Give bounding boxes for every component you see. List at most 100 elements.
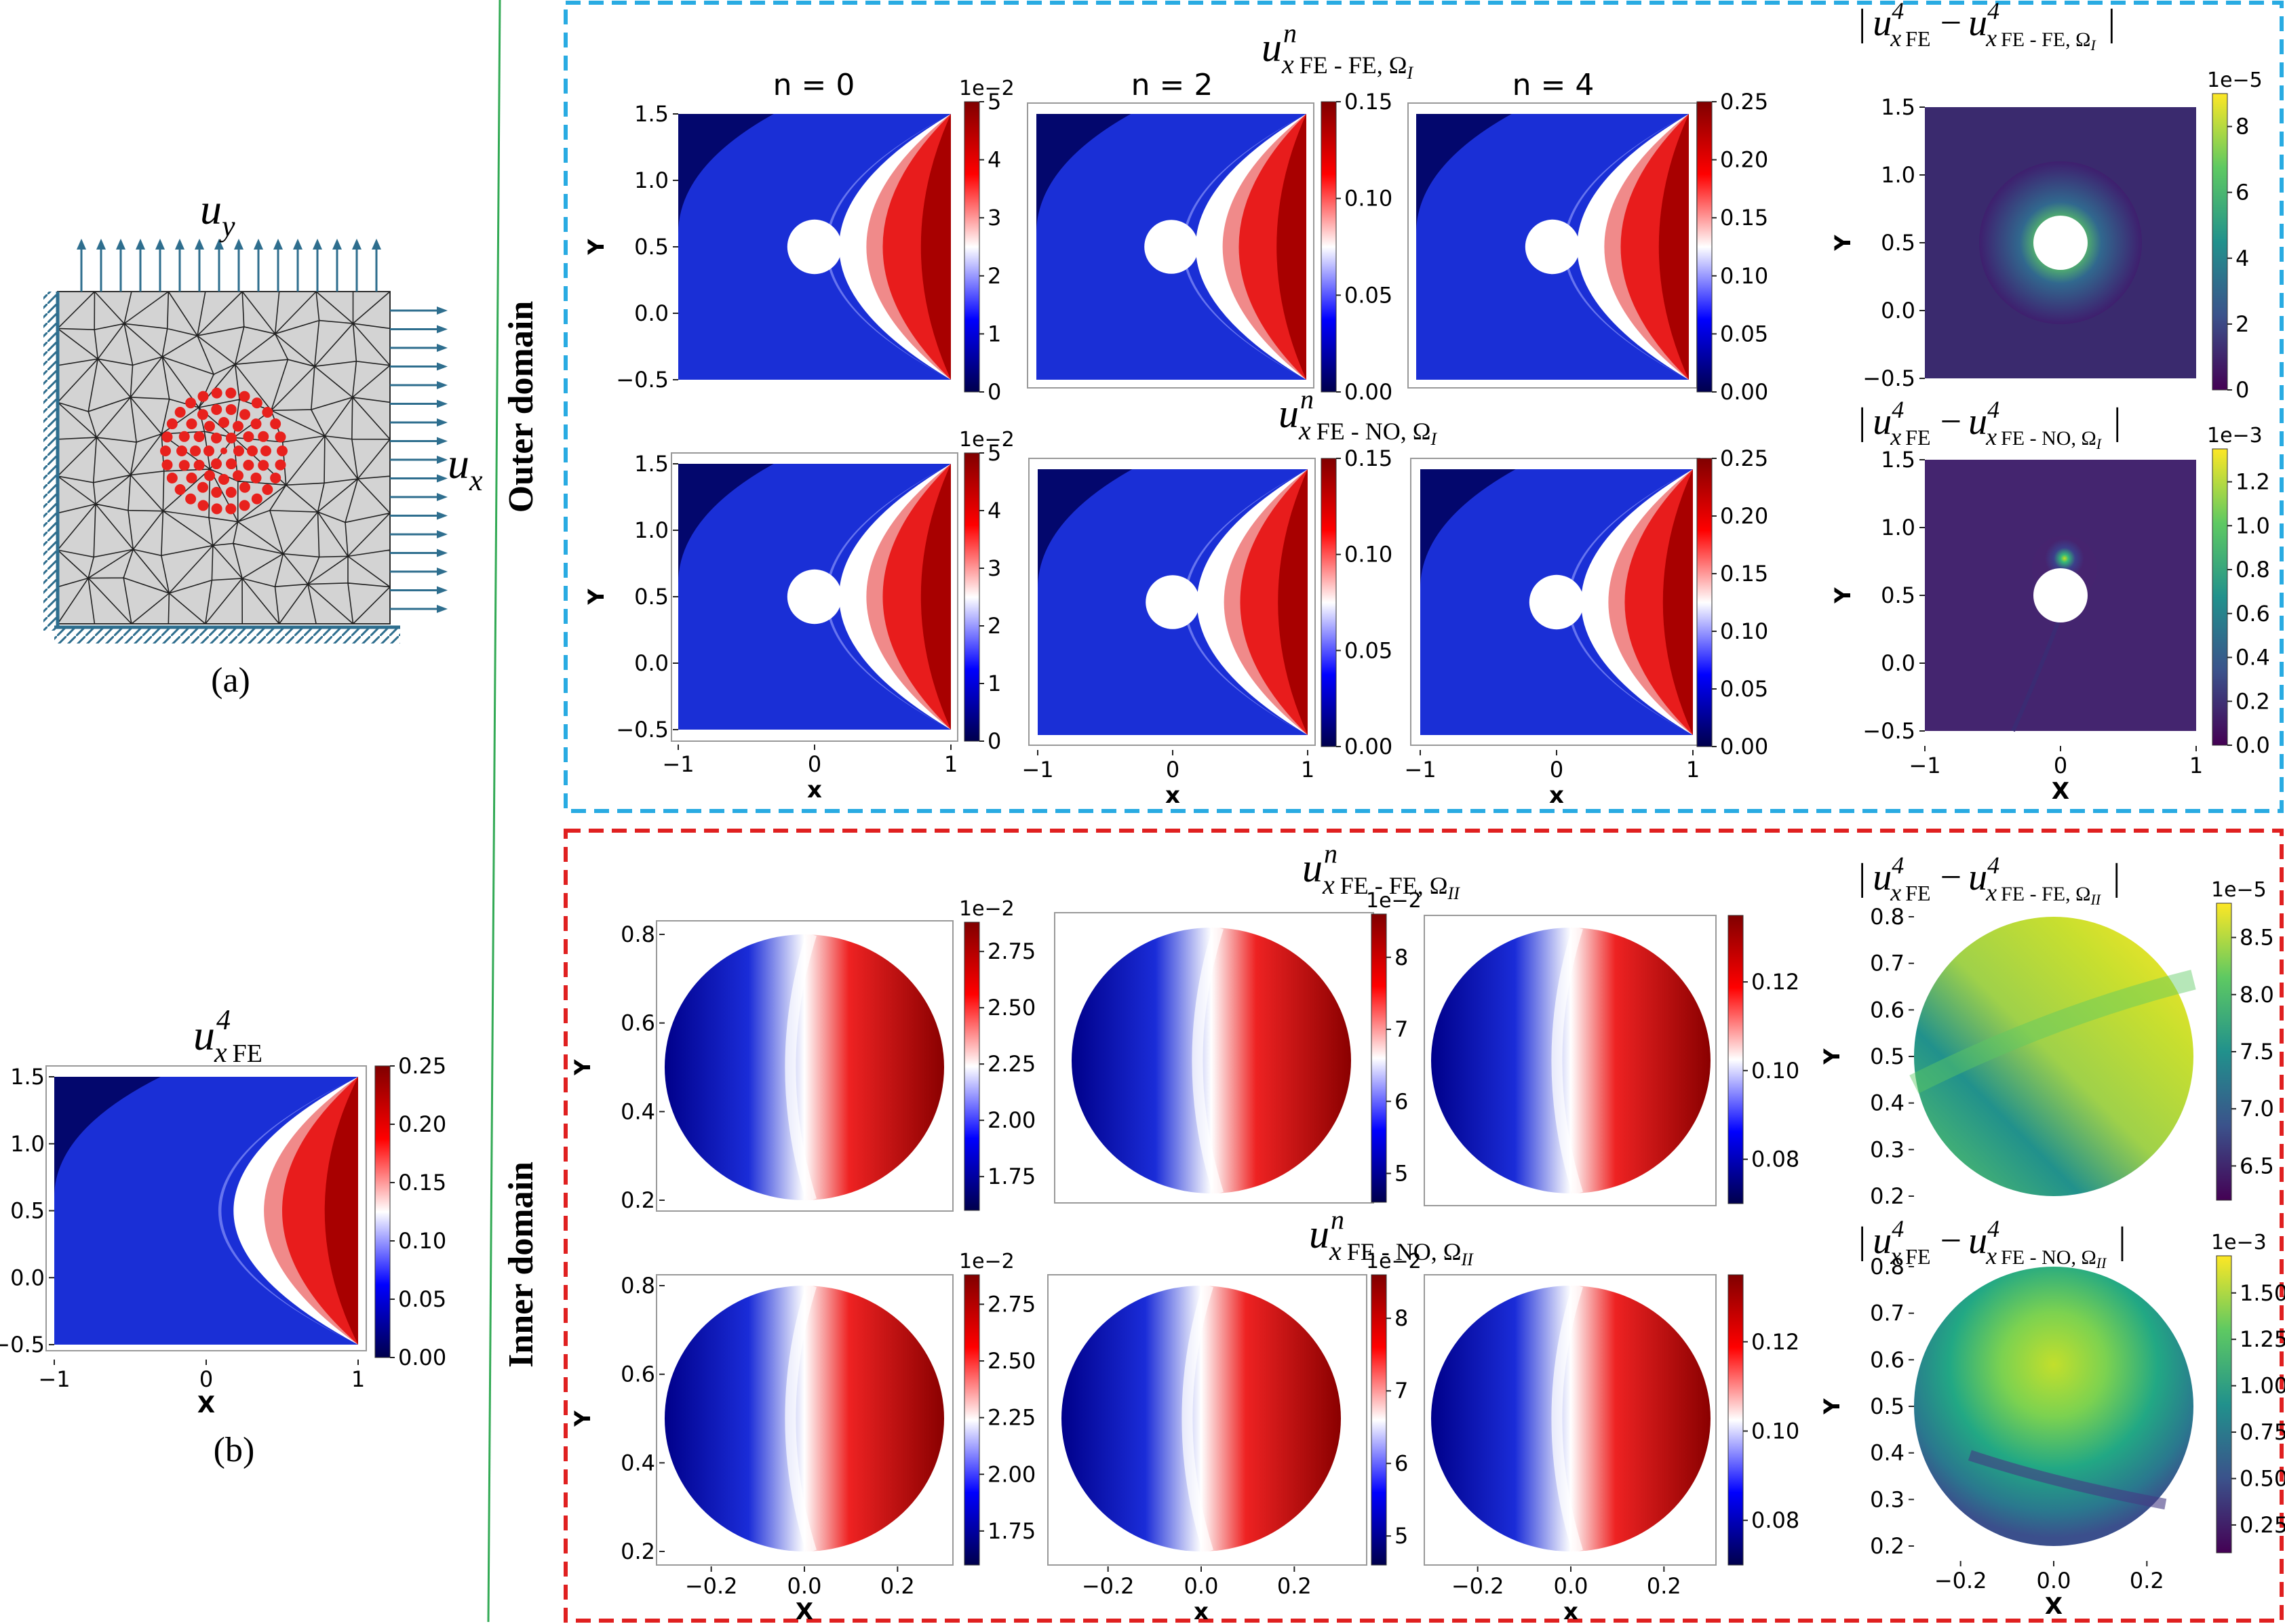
colorbar-tick-label: 0.8 — [2235, 557, 2270, 582]
colorbar-tick-label: 4 — [2235, 245, 2249, 271]
colorbar — [1727, 915, 1744, 1204]
y-tick-label: 0.5 — [1881, 582, 1915, 608]
y-tick-label: 0.3 — [1870, 1486, 1905, 1512]
colorbar-tick-label: 0.20 — [398, 1111, 446, 1137]
ux-arrowhead — [437, 493, 448, 501]
mesh-node — [275, 459, 286, 471]
axes-frame — [1424, 915, 1717, 1206]
ux-arrowhead — [437, 306, 448, 315]
colorbar-tick-label: 0.25 — [1720, 445, 1768, 471]
y-axis-label: Y — [583, 589, 609, 606]
x-tick-label: −0.2 — [1934, 1568, 1987, 1593]
x-tick-label: 1 — [944, 751, 958, 777]
error-title-outer-feno: | u4 x FE − u4 x FE - NO, ΩI| — [1858, 396, 2121, 452]
ux-arrowhead — [437, 381, 448, 389]
mesh-node — [247, 445, 258, 456]
mesh-node — [225, 403, 237, 415]
uy-arrowhead — [155, 239, 165, 250]
subfig-b-label: (b) — [214, 1431, 255, 1469]
inner-white-band — [1181, 1284, 1213, 1553]
y-tick-label: 0.0 — [1881, 650, 1915, 676]
mesh-node — [239, 481, 250, 493]
colorbar-multiplier: 1e−3 — [2207, 424, 2263, 448]
mesh-node — [233, 470, 243, 481]
colorbar-tick-label: 0.75 — [2240, 1419, 2285, 1445]
x-axis-label: X — [2045, 1593, 2063, 1620]
field-area — [54, 1077, 358, 1345]
hole — [787, 219, 842, 275]
y-tick-label: 0.4 — [621, 1098, 655, 1124]
y-tick-label: 1.0 — [634, 517, 669, 543]
colorbar-tick-label: 2.50 — [988, 1348, 1036, 1374]
mesh-node — [243, 431, 254, 442]
heatmap-o-fefe-2: 0.00 0.05 0.10 0.15 — [1027, 89, 1392, 405]
x-tick-label: −0.2 — [1451, 1573, 1504, 1599]
inner-white-band — [785, 932, 817, 1202]
y-tick-label: 1.5 — [1881, 447, 1915, 473]
heatmap-o-fefe-0: 0 1 2 3 4 51e−2 −0.5 0.0 0.5 1.0 1.5 Y — [583, 77, 1015, 405]
x-tick-label: 1 — [351, 1366, 365, 1392]
row-title-inner-feno: un x FE - NO, ΩII — [1309, 1204, 1474, 1269]
y-tick-label: 0.6 — [621, 1010, 655, 1036]
mesh-node — [262, 484, 273, 496]
colorbar-tick-label: 3 — [988, 555, 1001, 581]
row-title-outer-fefe: un x FE - FE, ΩI — [1262, 18, 1414, 83]
colorbar-tick-label: 2.75 — [988, 1291, 1036, 1317]
mesh-node — [211, 503, 222, 515]
mesh-node — [218, 474, 229, 485]
colorbar — [2212, 448, 2228, 746]
column-header-n4: n = 4 — [1512, 68, 1595, 102]
x-tick-label: 0 — [199, 1366, 213, 1392]
colorbar-multiplier: 1e−5 — [2211, 878, 2267, 902]
y-tick-label: 0.5 — [10, 1198, 45, 1224]
axes-frame — [1028, 458, 1316, 746]
uy-arrowhead — [332, 239, 342, 250]
uy-arrowhead — [116, 239, 125, 250]
colorbar-tick-label: 2 — [988, 263, 1001, 289]
colorbar-tick-label: 0.08 — [1751, 1507, 1799, 1533]
y-tick-label: 0.8 — [621, 1273, 655, 1299]
inner-white-band — [785, 1284, 817, 1553]
field-dark-red — [1278, 469, 1308, 735]
x-tick-label: 0 — [1550, 757, 1563, 783]
colorbar-tick-label: 5 — [1394, 1161, 1408, 1187]
y-tick-label: 1.0 — [1881, 162, 1915, 188]
colorbar-tick-label: 5 — [988, 89, 1001, 115]
x-tick-label: −1 — [1021, 757, 1053, 783]
mesh-node — [277, 445, 288, 456]
x-tick-label: 0.2 — [1647, 1573, 1681, 1599]
uy-arrowhead — [254, 239, 263, 250]
colorbar-tick-label: 1.75 — [988, 1518, 1036, 1544]
colorbar-tick-label: 1 — [988, 321, 1001, 346]
colorbar-tick-label: 0.00 — [1720, 379, 1768, 405]
colorbar-tick-label: 0.05 — [1720, 676, 1768, 702]
x-tick-label: 0.0 — [787, 1573, 822, 1599]
mesh-node — [197, 500, 209, 511]
colorbar-multiplier: 1e−5 — [2207, 68, 2263, 92]
ux-arrowhead — [437, 530, 448, 538]
error-title-inner-fefe: | u4 x FE − u4 x FE - FE, ΩII| — [1858, 852, 2120, 908]
mesh-node — [174, 406, 186, 418]
ux-arrowhead — [437, 437, 448, 445]
uy-arrowhead — [175, 239, 184, 250]
mesh-node — [250, 418, 262, 430]
y-axis-label: Y — [1819, 1398, 1845, 1415]
inner-domain-disk — [1431, 1286, 1711, 1551]
y-tick-label: −0.5 — [1862, 365, 1915, 391]
panel-b-title: u4 x FE — [193, 1005, 262, 1069]
axes-frame — [1424, 1274, 1717, 1566]
x-tick-label: 0.2 — [880, 1573, 915, 1599]
x-tick-label: 1 — [1686, 757, 1700, 783]
mesh-node — [197, 391, 209, 402]
mesh-node — [166, 472, 178, 483]
colorbar-tick-label: 0.20 — [1720, 147, 1768, 173]
x-tick-label: 0.0 — [1184, 1573, 1219, 1599]
field-transition — [825, 464, 951, 730]
y-tick-label: 1.5 — [634, 451, 669, 477]
y-axis-label: Y — [583, 239, 609, 256]
colorbar-tick-label: 5 — [988, 440, 1001, 466]
colorbar-tick-label: 0.10 — [1751, 1418, 1799, 1444]
field-dark-corner — [54, 1077, 161, 1197]
y-tick-label: 0.8 — [1870, 904, 1905, 930]
